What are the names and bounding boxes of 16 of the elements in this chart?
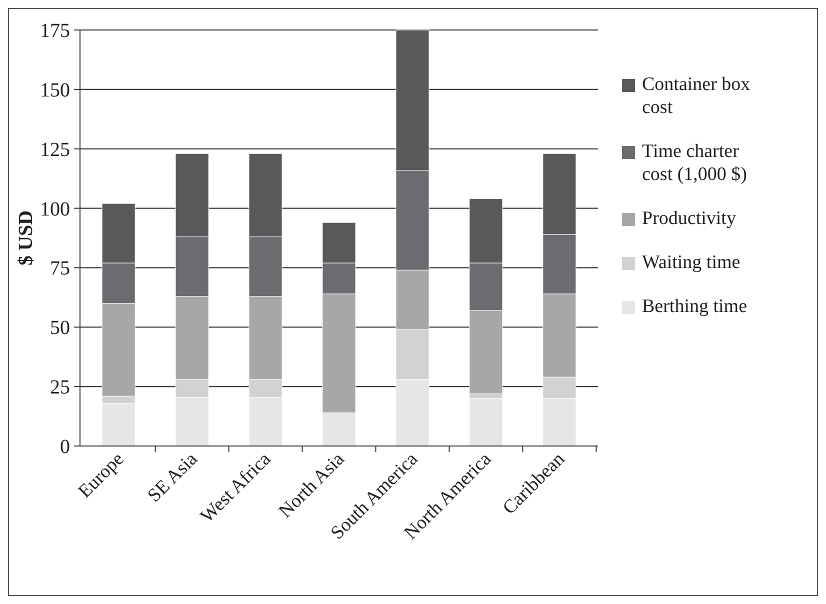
y-tick-label: 150 xyxy=(40,79,70,102)
legend-label: Container box cost xyxy=(642,74,751,118)
x-tick-label: SE Asia xyxy=(144,448,202,506)
y-tick-label: 50 xyxy=(50,317,70,340)
y-tick-label: 175 xyxy=(40,20,70,42)
y-tick-label: 75 xyxy=(50,258,70,280)
legend-label: Waiting time xyxy=(642,252,740,273)
legend-label: Berthing time xyxy=(642,296,748,317)
y-tick-label: 25 xyxy=(50,376,70,399)
y-tick-label: 100 xyxy=(40,198,70,220)
bar xyxy=(469,398,503,446)
y-tick-label: 125 xyxy=(40,138,70,161)
legend-label: Productivity xyxy=(642,208,736,229)
y-axis-title: $ USD xyxy=(15,210,37,266)
y-tick-label: 0 xyxy=(60,436,70,458)
legend-label: Time charter cost (1,000 $) xyxy=(642,141,748,185)
